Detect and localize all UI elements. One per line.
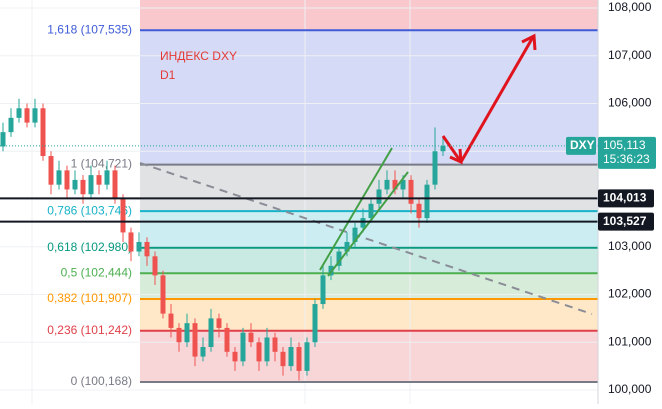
candle-body — [400, 179, 406, 190]
candle-body — [88, 175, 94, 195]
fib-label: 0,618 (102,980) — [47, 240, 132, 254]
candle-body — [32, 108, 38, 123]
symbol-tag: DXY — [570, 138, 595, 152]
y-tick-label: 101,000 — [608, 334, 652, 348]
last-price: 105,113 — [603, 138, 646, 152]
arrow-down — [441, 135, 463, 163]
arrow-head — [521, 33, 537, 51]
candle-body — [424, 184, 430, 219]
fib-zone — [140, 298, 598, 331]
candle-body — [120, 199, 126, 233]
candle-body — [344, 241, 350, 252]
candle-body — [440, 145, 446, 152]
symbol-tag-bg — [566, 136, 596, 155]
candle-body — [304, 342, 310, 371]
candle-body — [376, 189, 382, 204]
chart-title: ИНДЕКС DXY — [160, 49, 237, 63]
fib-label: 0,236 (101,242) — [47, 323, 132, 337]
candle-body — [200, 347, 206, 357]
price-tag-bg — [598, 212, 654, 231]
candle-body — [192, 323, 198, 357]
y-tick-label: 106,000 — [608, 96, 652, 110]
candle-body — [272, 337, 278, 352]
candle-body — [80, 179, 86, 195]
candle-body — [144, 241, 150, 257]
last-price-time: 15:36:23 — [603, 152, 650, 166]
candle-body — [240, 332, 246, 362]
candle-body — [16, 108, 22, 118]
candle-body — [280, 351, 286, 367]
channel-line — [327, 171, 409, 277]
candle-body — [256, 342, 262, 362]
arrows — [441, 33, 537, 165]
candle-body — [368, 203, 374, 219]
candle-body — [104, 170, 110, 185]
candle-body — [24, 108, 30, 123]
candle-body — [128, 232, 134, 252]
trend-line — [139, 162, 593, 315]
candle-body — [48, 156, 54, 185]
arrow-up — [459, 36, 535, 163]
candle-body — [112, 170, 118, 199]
candle-body — [408, 179, 414, 204]
fib-label: 0 (100,168) — [71, 374, 132, 388]
candle-body — [96, 175, 102, 185]
candle-body — [184, 323, 190, 343]
price-tag: 104,013 — [603, 191, 647, 205]
fib-zone — [140, 30, 598, 165]
candle-body — [0, 132, 6, 147]
candle-body — [152, 256, 158, 276]
candle-body — [232, 351, 238, 362]
y-tick-label: 102,000 — [608, 287, 652, 301]
last-price-bg — [598, 136, 656, 169]
chart-subtitle: D1 — [160, 68, 176, 82]
candle-body — [8, 117, 14, 133]
candle-body — [216, 318, 222, 328]
fib-label: 1,618 (107,535) — [47, 22, 132, 36]
candle-body — [136, 241, 142, 252]
fib-zone — [140, 247, 598, 274]
candle-body — [248, 332, 254, 343]
candle-body — [224, 327, 230, 352]
candle-body — [160, 275, 166, 314]
fib-label: 0,382 (101,907) — [47, 291, 132, 305]
channel — [319, 147, 409, 277]
y-tick-label: 103,000 — [608, 239, 652, 253]
candle-body — [336, 251, 342, 266]
fib-zone — [140, 273, 598, 299]
fib-zone-top — [140, 0, 598, 30]
candle-body — [208, 318, 214, 348]
price-lines — [0, 145, 598, 223]
fib-zone — [140, 330, 598, 382]
candle-body — [296, 347, 302, 371]
candle-body — [320, 275, 326, 305]
candle-body — [72, 179, 78, 190]
channel-line — [319, 147, 393, 271]
candle-body — [312, 304, 318, 343]
candle-body — [360, 218, 366, 228]
candle-body — [352, 227, 358, 242]
fib-label: 0,786 (103,746) — [47, 203, 132, 217]
y-tick-label: 107,000 — [608, 48, 652, 62]
candle-body — [416, 203, 422, 219]
fib-label: 0,5 (102,444) — [61, 265, 132, 279]
y-tick-label: 100,000 — [608, 382, 652, 396]
y-tick-label: 108,000 — [608, 0, 652, 14]
price-tag-bg — [598, 189, 654, 208]
candle-body — [264, 337, 270, 362]
candle-body — [432, 151, 438, 185]
candle-body — [288, 347, 294, 367]
candle-body — [384, 179, 390, 190]
candle-body — [392, 179, 398, 190]
candle-body — [64, 170, 70, 190]
fib-label: 1 (104,721) — [71, 157, 132, 171]
candle-body — [56, 170, 62, 185]
candle-body — [40, 108, 46, 157]
candle-body — [176, 327, 182, 343]
price-tag: 103,527 — [603, 214, 647, 228]
candle-body — [168, 313, 174, 328]
